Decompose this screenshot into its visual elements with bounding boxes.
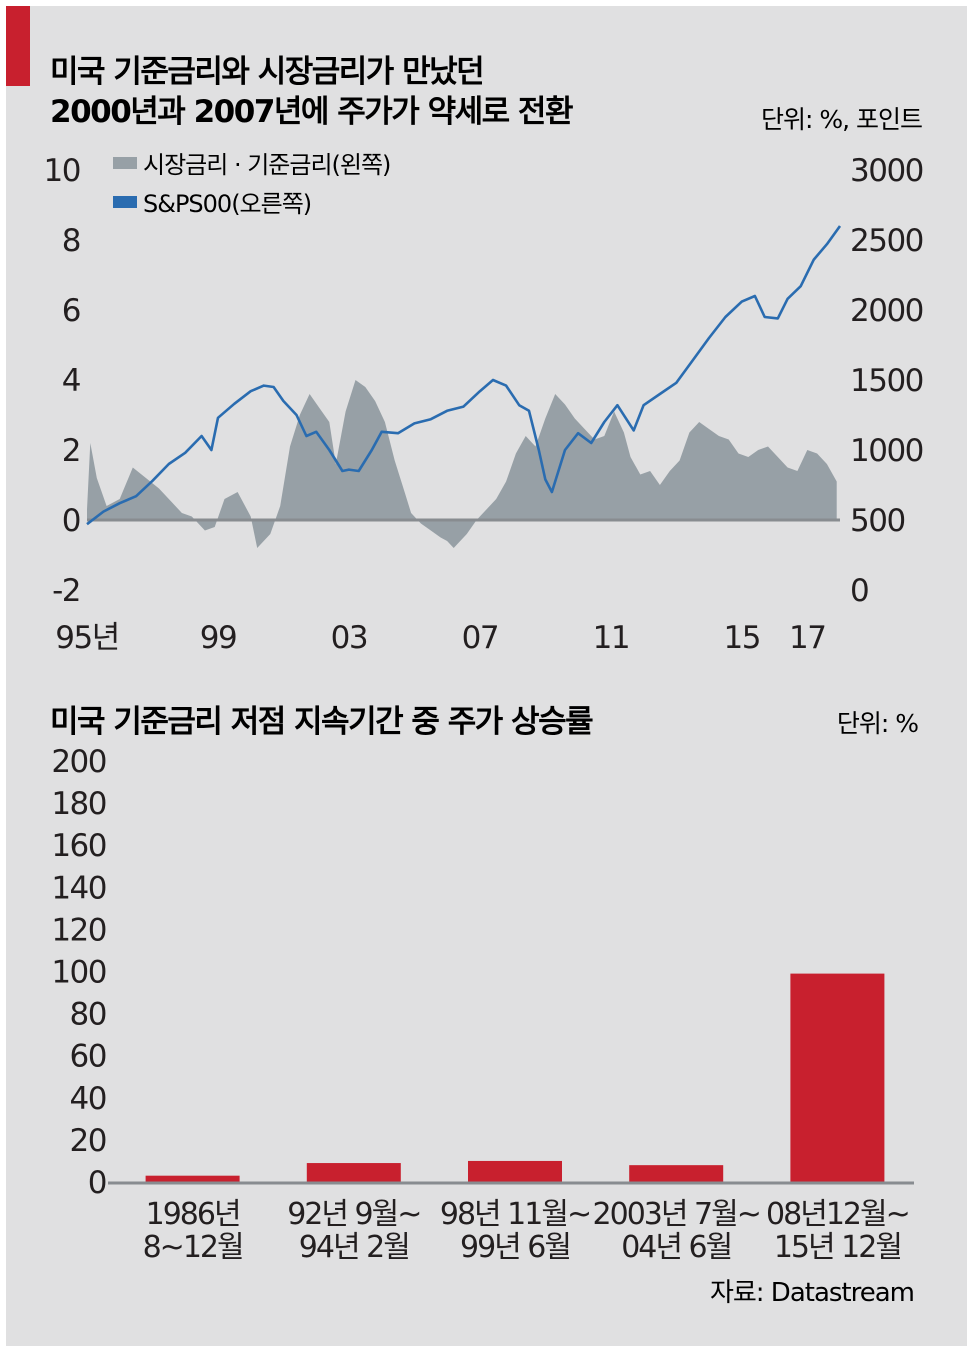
chart1-title-line1: 미국 기준금리와 시장금리가 만났던 — [50, 54, 483, 90]
bar-y-tick-label: 160 — [51, 828, 106, 864]
bar-category-label: 04년 6월 — [621, 1230, 731, 1265]
bar-y-tick-label: 140 — [51, 870, 106, 906]
x-tick-label: 11 — [593, 620, 629, 656]
y-right-tick-label: 500 — [850, 503, 905, 539]
legend-swatch-sp500 — [113, 196, 137, 208]
bar-y-tick-label: 60 — [70, 1039, 106, 1075]
y-left-tick-label: 2 — [62, 433, 80, 469]
chart2-unit-label: 단위: % — [837, 709, 918, 738]
chart1-axes: 10 8 6 4 2 0 -2 3000 2500 2000 1500 1000 500 0 95년 99 03… — [44, 153, 925, 656]
bar-y-tick-label: 180 — [51, 786, 106, 822]
bar — [306, 1163, 401, 1182]
y-left-tick-label: 10 — [44, 153, 80, 189]
bar-category-label: 2003년 7월~ — [593, 1197, 760, 1232]
bar-category-label: 92년 9월~ — [287, 1197, 420, 1232]
x-tick-label: 03 — [331, 620, 367, 656]
chart2-plot — [108, 973, 914, 1185]
x-tick-label: 17 — [789, 620, 825, 656]
y-right-tick-label: 1000 — [850, 433, 923, 469]
bar-category-label: 99년 6월 — [460, 1230, 570, 1265]
source-note: 자료: Datastream — [710, 1278, 914, 1308]
y-left-tick-label: 0 — [62, 503, 80, 539]
y-right-tick-label: 2500 — [850, 223, 923, 259]
bar-category-label: 08년12월~ — [766, 1197, 909, 1232]
bar — [145, 1175, 240, 1182]
bar — [468, 1160, 562, 1182]
bar-category-label: 94년 2월 — [299, 1230, 409, 1265]
legend-swatch-spread — [113, 157, 137, 169]
y-right-tick-label: 3000 — [850, 153, 923, 189]
bar-category-label: 1986년 — [146, 1197, 240, 1232]
chart1-title-line2: 2000년과 2007년에 주가가 약세로 전환 — [50, 94, 573, 130]
bar-y-tick-label: 100 — [51, 955, 106, 991]
y-left-tick-label: -2 — [52, 573, 80, 609]
y-left-tick-label: 6 — [62, 293, 80, 329]
chart2-axes: 2001801601401201008060402001986년8~12월92년… — [51, 744, 910, 1265]
legend-label-sp500: S&PS00(오른쪽) — [143, 190, 311, 218]
y-right-tick-label: 0 — [850, 573, 868, 609]
bar-y-tick-label: 120 — [51, 912, 106, 948]
bar-y-tick-label: 40 — [70, 1081, 106, 1117]
chart1-unit-label: 단위: %, 포인트 — [761, 105, 922, 134]
bar-category-label: 15년 12월 — [774, 1230, 901, 1265]
spread-area — [87, 380, 837, 548]
bar — [790, 973, 885, 1182]
bar-y-tick-label: 80 — [70, 997, 106, 1033]
accent-bar — [6, 6, 30, 86]
y-left-tick-label: 8 — [62, 223, 80, 259]
x-tick-label: 99 — [200, 620, 236, 656]
chart2-title: 미국 기준금리 저점 지속기간 중 주가 상승률 — [50, 704, 593, 740]
bar-y-tick-label: 20 — [70, 1123, 106, 1159]
bar-category-label: 8~12월 — [143, 1230, 243, 1265]
legend-label-spread: 시장금리 · 기준금리(왼쪽) — [143, 151, 390, 179]
bar — [629, 1165, 724, 1182]
x-tick-label: 15 — [724, 620, 760, 656]
y-right-tick-label: 2000 — [850, 293, 923, 329]
x-tick-label: 07 — [462, 620, 498, 656]
sp500-line — [86, 225, 842, 526]
bar-y-tick-label: 200 — [51, 744, 106, 780]
y-right-tick-label: 1500 — [850, 363, 923, 399]
chart1-plot — [86, 225, 842, 548]
x-tick-label: 95년 — [55, 620, 118, 656]
y-left-tick-label: 4 — [62, 363, 80, 399]
bar-y-tick-label: 0 — [88, 1165, 106, 1201]
bar-category-label: 98년 11월~ — [440, 1197, 590, 1232]
